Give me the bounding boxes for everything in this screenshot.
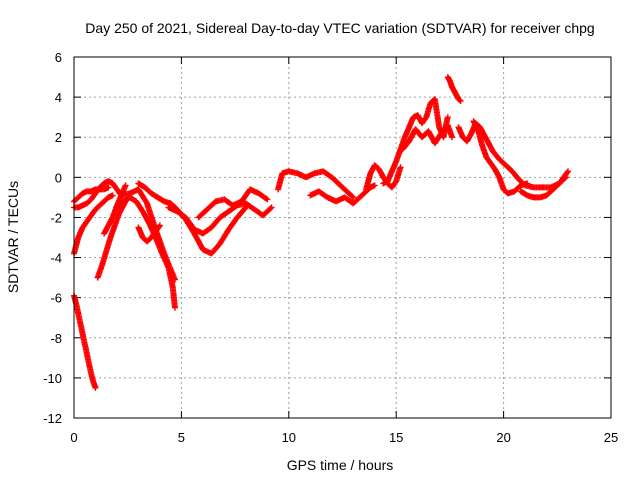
y-axis-label: SDTVAR / TECUs: [5, 181, 21, 293]
chart-title: Day 250 of 2021, Sidereal Day-to-day VTE…: [85, 20, 594, 36]
data-point: [268, 204, 275, 211]
series-track-t: [517, 174, 569, 201]
data-point: [562, 174, 569, 181]
data-point: [564, 169, 571, 176]
series-track-g: [114, 194, 178, 311]
y-tick-label: 2: [55, 130, 62, 145]
data-point: [109, 192, 116, 199]
series-track-q: [444, 74, 464, 105]
y-axis-ticks: -12 -10 -8 -6 -4 -2 0 2 4 6: [43, 50, 611, 426]
series-track-o: [380, 96, 451, 187]
data-point: [267, 205, 274, 212]
x-tick-label: 15: [389, 430, 403, 445]
data-point: [449, 134, 455, 141]
x-axis-ticks: 0 5 10 15 20 25: [70, 57, 618, 445]
data-point: [92, 384, 99, 391]
data-point: [561, 175, 568, 182]
data-point: [263, 195, 270, 202]
data-point: [350, 194, 357, 201]
y-tick-label: -8: [50, 331, 62, 346]
y-tick-label: -10: [43, 371, 62, 386]
series-track-r: [455, 120, 571, 191]
data-point: [122, 182, 129, 189]
y-tick-label: 0: [55, 170, 62, 185]
series-track-p: [399, 122, 455, 153]
data-point: [156, 222, 163, 229]
data-point: [524, 180, 531, 187]
data-point: [349, 193, 356, 200]
data-point: [444, 114, 451, 121]
data-point: [105, 184, 112, 191]
data-point: [371, 182, 378, 189]
data-point: [156, 223, 163, 230]
x-tick-label: 0: [70, 430, 77, 445]
y-tick-label: -4: [50, 251, 62, 266]
x-tick-label: 10: [282, 430, 296, 445]
y-tick-label: -2: [50, 210, 62, 225]
series-track-s: [470, 118, 531, 197]
series-track-d: [71, 292, 99, 391]
data-point: [397, 164, 404, 171]
y-tick-label: 4: [55, 90, 62, 105]
series-track-n: [363, 162, 404, 193]
y-tick-label: -12: [43, 411, 62, 426]
x-axis-label: GPS time / hours: [287, 457, 394, 473]
plot-frame: [73, 56, 612, 419]
data-point: [457, 98, 464, 105]
series-track-h: [135, 222, 163, 245]
y-tick-label: -6: [50, 291, 62, 306]
data-point: [172, 304, 178, 311]
data-point: [264, 196, 271, 203]
grid: [74, 57, 611, 418]
data-point: [565, 168, 571, 175]
series-track-l: [275, 168, 357, 201]
data-points: [71, 74, 571, 391]
x-tick-label: 5: [178, 430, 185, 445]
data-point: [456, 97, 463, 104]
x-tick-label: 25: [604, 430, 618, 445]
series-track-c: [71, 192, 116, 257]
series-track-k: [195, 186, 271, 221]
series-track-f: [101, 182, 129, 237]
series-track-e: [94, 198, 129, 281]
y-tick-label: 6: [55, 50, 62, 65]
x-tick-label: 20: [496, 430, 510, 445]
